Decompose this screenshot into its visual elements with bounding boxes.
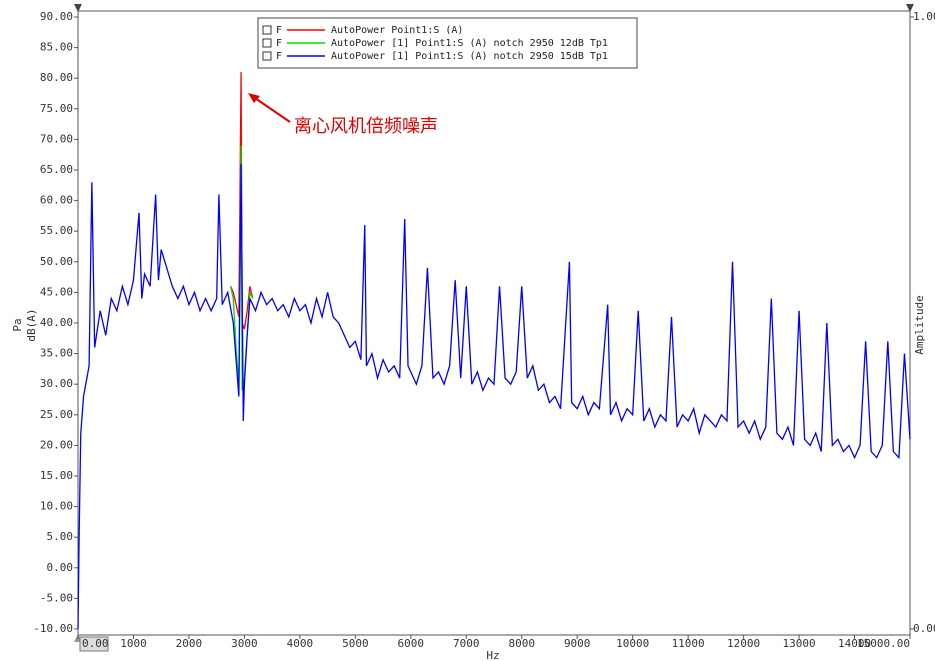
legend-checkbox[interactable]: [262, 51, 272, 61]
legend-flag: F: [276, 51, 282, 62]
x-tick-label: 4000: [287, 637, 314, 650]
y-tick-label: 10.00: [40, 500, 73, 513]
y-tick-label: -5.00: [40, 591, 73, 604]
legend-label: AutoPower [1] Point1:S (A) notch 2950 15…: [331, 51, 608, 62]
y-tick-label: 30.00: [40, 377, 73, 390]
x-tick-label: 5000: [342, 637, 369, 650]
x-tick-label: 6000: [398, 637, 425, 650]
y-tick-label: 75.00: [40, 102, 73, 115]
x-tick-label: 11000: [672, 637, 705, 650]
y-tick-label: 80.00: [40, 71, 73, 84]
y-tick-label: 40.00: [40, 316, 73, 329]
x-tick-label: 7000: [453, 637, 480, 650]
y-tick-label: -10.00: [33, 622, 73, 635]
y-tick-label: 0.00: [47, 561, 74, 574]
cursor-marker: [906, 4, 914, 12]
y-tick-label: 15.00: [40, 469, 73, 482]
x-tick-label: 1000: [120, 637, 147, 650]
annotation-arrowhead: [248, 93, 260, 103]
legend-checkbox[interactable]: [262, 25, 272, 35]
series-line: [77, 163, 911, 630]
legend: [257, 17, 638, 69]
x-tick-label: 2000: [176, 637, 203, 650]
x-tick-label: 15000.00: [857, 637, 910, 650]
x-tick-label: 14000: [838, 637, 871, 650]
y-tick-label: 70.00: [40, 132, 73, 145]
x-tick-label: 3000: [231, 637, 258, 650]
y-tick-label: 50.00: [40, 255, 73, 268]
axes: 90.00 85.00 80.00 75.00 70.00 65.00 60.00 55.00…: [33, 10, 935, 652]
annotation-arrow: [251, 95, 291, 123]
x-axis-label: Hz: [486, 649, 499, 661]
plot-frame: [77, 10, 911, 636]
legend-label: AutoPower [1] Point1:S (A) notch 2950 12…: [331, 38, 608, 49]
annotation: 离心风机倍频噪声: [294, 116, 438, 137]
legend-flag: F: [276, 38, 282, 49]
y-tick-label: 60.00: [40, 194, 73, 207]
y-tick-label: 85.00: [40, 41, 73, 54]
y-tick-label: 35.00: [40, 347, 73, 360]
y-tick-label: 45.00: [40, 285, 73, 298]
legend-flag: F: [276, 25, 282, 36]
legend-items: F AutoPower Point1:S (A) F AutoPower [1] Po…: [262, 25, 608, 62]
cursor-marker: [74, 4, 82, 12]
series-group: [77, 72, 911, 630]
x-tick-label: 13000: [783, 637, 816, 650]
y-axis-label: dB(A): [25, 308, 38, 341]
y-tick-label: 90.00: [40, 10, 73, 23]
y2-tick-label: 1.00: [913, 10, 935, 23]
x-tick-label: 9000: [564, 637, 591, 650]
y2-axis-label: Amplitude: [913, 295, 926, 355]
y-tick-label: 20.00: [40, 438, 73, 451]
x-tick-label: 0.00: [82, 637, 109, 650]
y2-tick-label: 0.00: [913, 622, 935, 635]
y-axis-unit: Pa: [11, 318, 24, 331]
y-tick-label: 65.00: [40, 163, 73, 176]
legend-label: AutoPower Point1:S (A): [331, 25, 463, 36]
x-tick-label: 12000: [727, 637, 760, 650]
y-tick-label: 25.00: [40, 408, 73, 421]
legend-checkbox[interactable]: [262, 38, 272, 48]
x-tick-label: 10000: [616, 637, 649, 650]
y-tick-label: 5.00: [47, 530, 74, 543]
y-tick-label: 55.00: [40, 224, 73, 237]
x-tick-box: [79, 636, 109, 652]
x-tick-label: 8000: [508, 637, 535, 650]
